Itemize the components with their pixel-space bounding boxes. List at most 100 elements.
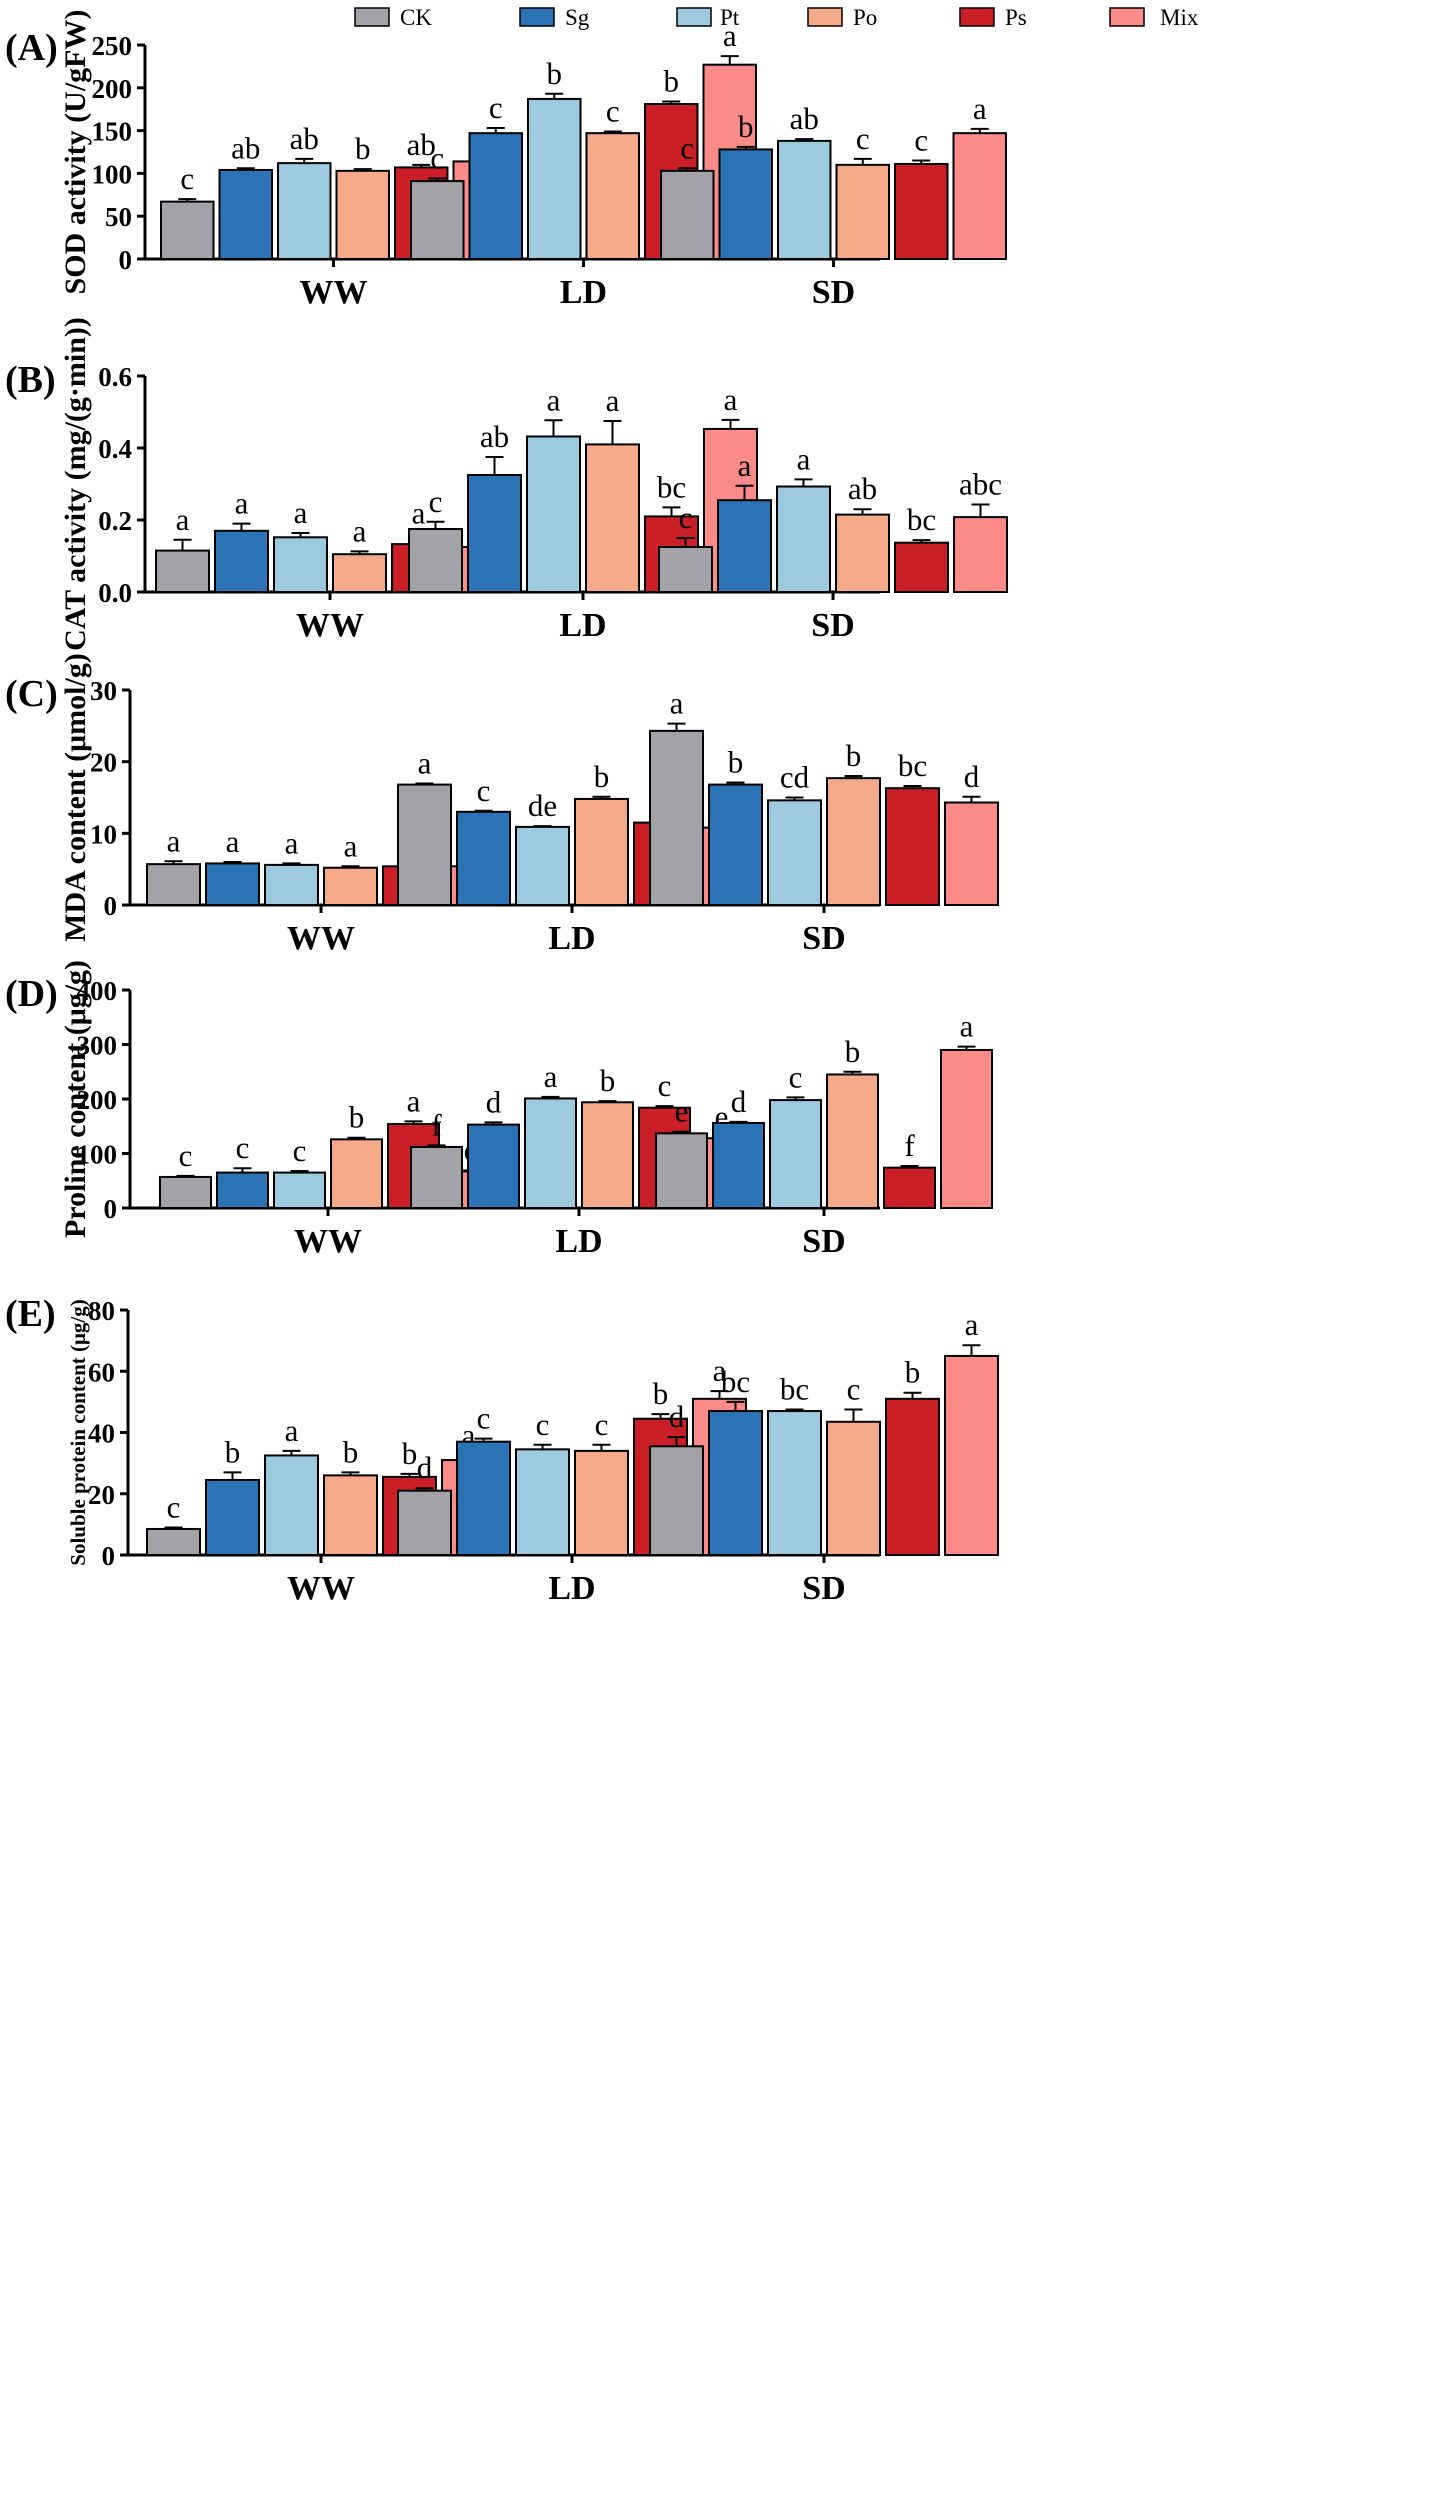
significance-letter: c: [430, 141, 444, 176]
panel-c: (C)MDA content (μmol/g)0102030aaaaaaWWac…: [5, 653, 999, 957]
significance-letter: b: [664, 63, 680, 98]
y-tick-label: 0: [104, 891, 118, 921]
y-tick-label: 10: [90, 819, 117, 849]
x-category-label: LD: [559, 607, 606, 644]
significance-letter: c: [595, 1407, 609, 1442]
significance-letter: c: [293, 1133, 307, 1168]
panel-d: (D) Proline content (μg/g) 0 100 200 300 400 c c…: [5, 960, 993, 1260]
y-tick-label: 0.2: [98, 506, 132, 536]
bar-mix-sd: [953, 516, 1008, 593]
y-tick-label: 0.6: [98, 362, 132, 392]
bar-pt-ld: [515, 825, 570, 907]
significance-letter: bc: [907, 502, 936, 537]
bar-po-ld: [574, 1449, 629, 1556]
bar-sg-sd: [717, 499, 772, 594]
bar-ck-ld: [410, 180, 465, 261]
x-category-label: WW: [287, 1570, 355, 1607]
significance-letter: d: [964, 759, 980, 794]
bar-ck-ld: [408, 528, 463, 593]
panel-label: (E): [5, 1293, 56, 1335]
bar-sg-ld: [467, 474, 522, 593]
bar-pt-sd: [769, 1099, 822, 1209]
significance-letter: ab: [407, 127, 436, 162]
significance-letter: c: [679, 500, 693, 535]
bar-ps-sd: [894, 162, 949, 260]
significance-letter: a: [670, 686, 684, 721]
y-tick-label: 150: [92, 117, 133, 147]
bar-pt-ld: [526, 435, 581, 594]
bar-po-ld: [585, 132, 640, 260]
significance-letter: bc: [780, 1372, 809, 1407]
y-tick-label: 50: [105, 202, 132, 232]
legend-label-pt: Pt: [720, 5, 740, 30]
significance-letter: a: [713, 1353, 727, 1388]
y-axis-label: Soluble protein content (μg/g): [66, 1299, 90, 1565]
x-category-label: WW: [287, 920, 355, 957]
significance-letter: c: [477, 1401, 491, 1436]
bar-mix-sd: [944, 801, 999, 906]
y-tick-label: 300: [77, 1031, 118, 1061]
x-category-label: SD: [802, 1570, 845, 1607]
x-category-label: LD: [560, 274, 607, 311]
legend-swatch-pt: [676, 7, 712, 27]
significance-letter: d: [417, 1450, 433, 1485]
bar-sg-ww: [205, 862, 260, 907]
bar-ck-ww: [155, 549, 210, 593]
bar-po-sd: [835, 513, 890, 593]
significance-letter: b: [355, 131, 371, 166]
significance-letter: cd: [780, 760, 810, 795]
significance-letter: c: [167, 1489, 181, 1524]
legend-label-po: Po: [853, 5, 877, 30]
significance-letter: b: [728, 744, 744, 779]
significance-letter: a: [544, 1059, 558, 1094]
bar-ck-sd: [649, 729, 704, 906]
bar-sg-sd: [718, 148, 773, 261]
y-tick-label: 0.0: [98, 578, 132, 608]
significance-letter: a: [738, 448, 752, 483]
bar-pt-ww: [273, 1171, 326, 1209]
y-axis-label: CAT activity (mg/(g·min)): [59, 317, 92, 651]
significance-letter: a: [344, 828, 358, 863]
y-tick-label: 40: [88, 1419, 115, 1449]
bar-mix-sd: [952, 132, 1007, 260]
significance-letter: a: [353, 513, 367, 548]
bar-pt-sd: [767, 799, 822, 906]
bar-sg-sd: [712, 1121, 765, 1209]
bar-pt-ww: [273, 536, 328, 594]
significance-letter: f: [904, 1128, 915, 1163]
significance-letter: ab: [480, 419, 509, 454]
bar-po-ld: [574, 797, 629, 907]
panel-label: (C): [5, 673, 58, 715]
bar-po-ww: [323, 866, 378, 907]
significance-letter: ab: [290, 121, 319, 156]
bar-ck-ww: [146, 863, 201, 907]
panels: (A) SOD activity (U/gFW) 050100150200250ca…: [5, 10, 1008, 1607]
panel-b: (B) CAT activity (mg/(g·min)) 0.0 0.2 0.4 0.6…: [5, 317, 1008, 651]
bar-sg-ld: [467, 1123, 520, 1209]
significance-letter: a: [407, 1083, 421, 1118]
significance-letter: c: [236, 1130, 250, 1165]
significance-letter: c: [658, 1068, 672, 1103]
bar-sg-ww: [216, 1171, 269, 1209]
significance-letter: a: [235, 486, 249, 521]
bar-pt-sd: [767, 1410, 822, 1556]
significance-letter: c: [489, 90, 503, 125]
panel-label: (B): [5, 359, 56, 401]
significance-letter: b: [845, 1034, 861, 1069]
bar-pt-sd: [776, 485, 831, 593]
y-tick-label: 250: [92, 31, 133, 61]
legend-label-sg: Sg: [565, 5, 590, 30]
significance-letter: b: [225, 1434, 241, 1469]
significance-letter: b: [349, 1100, 365, 1135]
x-category-label: LD: [548, 1570, 595, 1607]
legend-swatch-po: [807, 7, 843, 27]
bar-po-ld: [585, 443, 640, 593]
bar-sg-ld: [456, 1440, 511, 1556]
bar-ck-sd: [649, 1445, 704, 1556]
y-tick-label: 0: [104, 1194, 118, 1224]
y-tick-label: 100: [92, 159, 133, 189]
significance-letter: b: [402, 1436, 418, 1471]
significance-letter: c: [680, 130, 694, 165]
bar-po-ww: [332, 553, 387, 594]
